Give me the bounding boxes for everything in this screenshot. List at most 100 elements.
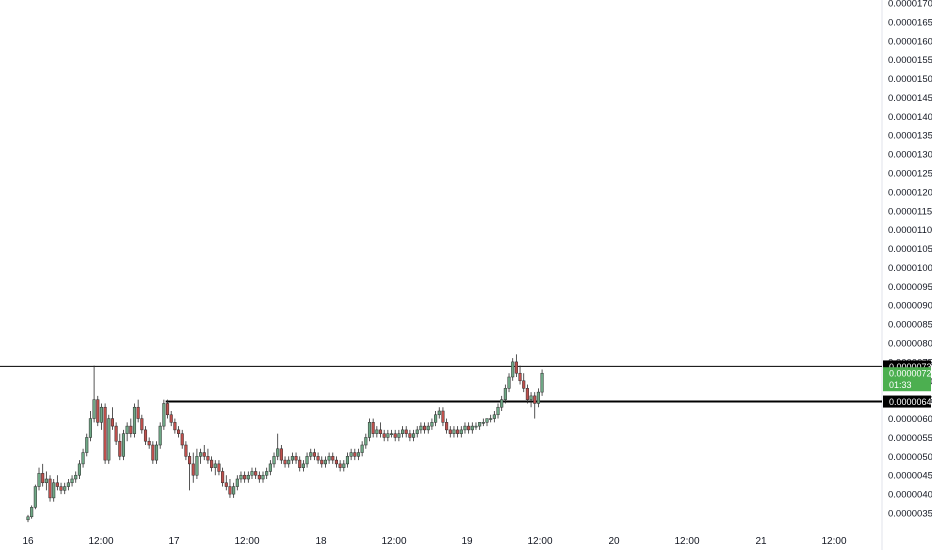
candle	[217, 460, 221, 476]
candle	[279, 445, 283, 464]
candle	[474, 422, 478, 430]
candle-body	[66, 482, 70, 487]
candle-body	[419, 425, 423, 431]
candle	[312, 448, 316, 461]
candle	[107, 414, 111, 464]
candle	[470, 422, 474, 434]
candle-body	[88, 418, 92, 438]
candle-body	[397, 433, 401, 438]
candle	[243, 471, 247, 483]
candle-body	[327, 456, 331, 461]
candle	[415, 426, 419, 438]
candle-body	[470, 425, 474, 431]
candle-body	[177, 429, 181, 434]
candle-body	[188, 456, 192, 465]
candle	[316, 452, 320, 464]
candle-body	[415, 429, 419, 434]
candle	[85, 433, 89, 457]
candle-body	[180, 433, 184, 446]
level-price-tag	[883, 395, 931, 408]
candles	[26, 354, 544, 523]
candle-body	[305, 456, 309, 465]
candle-body	[481, 422, 485, 424]
candle-body	[478, 422, 482, 427]
candle	[375, 426, 379, 438]
candle-body	[103, 406, 107, 461]
candle-body	[393, 433, 397, 438]
candle	[125, 422, 129, 442]
candle-body	[294, 456, 298, 461]
candle	[59, 482, 63, 495]
candle	[511, 358, 515, 381]
x-tick-label: 17	[168, 536, 180, 547]
candle	[327, 452, 331, 464]
candle-body	[154, 444, 159, 461]
candle	[441, 407, 445, 427]
candle-body	[404, 429, 408, 434]
candle-body	[389, 433, 394, 435]
candle	[448, 426, 452, 438]
candle-body	[533, 395, 537, 404]
candle-body	[151, 444, 155, 461]
level-price-text: 0.00000738	[889, 362, 932, 372]
candle	[529, 392, 533, 408]
candle	[136, 399, 140, 423]
candle	[298, 456, 302, 472]
candle-body	[430, 422, 434, 427]
candle	[386, 429, 390, 442]
candle	[382, 429, 386, 442]
candle	[540, 369, 544, 396]
candle-body	[96, 399, 100, 423]
candle	[456, 426, 460, 438]
candle	[96, 395, 100, 427]
candle	[423, 422, 427, 434]
candle	[77, 460, 81, 479]
candle	[323, 456, 327, 468]
candle-body	[147, 440, 151, 446]
candle	[371, 418, 375, 438]
candle	[129, 418, 133, 438]
candle	[202, 445, 206, 461]
candle-body	[287, 459, 291, 465]
candle	[213, 460, 217, 476]
candle-body	[448, 429, 452, 434]
candle	[485, 418, 489, 427]
candle	[158, 422, 162, 449]
time-axis[interactable]: 16 12:00 17 12:00 18 12:00 19 12:00 20 12:00 21 12:…	[22, 536, 847, 547]
candle	[536, 388, 540, 408]
x-tick-label: 12:00	[821, 536, 846, 547]
candle	[228, 479, 232, 498]
candle	[309, 448, 313, 461]
candle	[305, 452, 309, 468]
candle	[478, 422, 482, 430]
candle-body	[500, 399, 504, 408]
x-tick-label: 16	[22, 536, 34, 547]
candle-body	[261, 474, 265, 480]
candle-body	[235, 478, 239, 487]
candle-body	[265, 471, 269, 476]
candle-body	[298, 459, 302, 468]
candle	[191, 452, 195, 483]
candle	[114, 422, 118, 445]
candle-body	[474, 425, 478, 428]
x-tick-label: 21	[755, 536, 767, 547]
candle	[154, 441, 159, 464]
candle	[445, 418, 449, 434]
candle	[331, 452, 335, 464]
candle	[463, 422, 467, 434]
